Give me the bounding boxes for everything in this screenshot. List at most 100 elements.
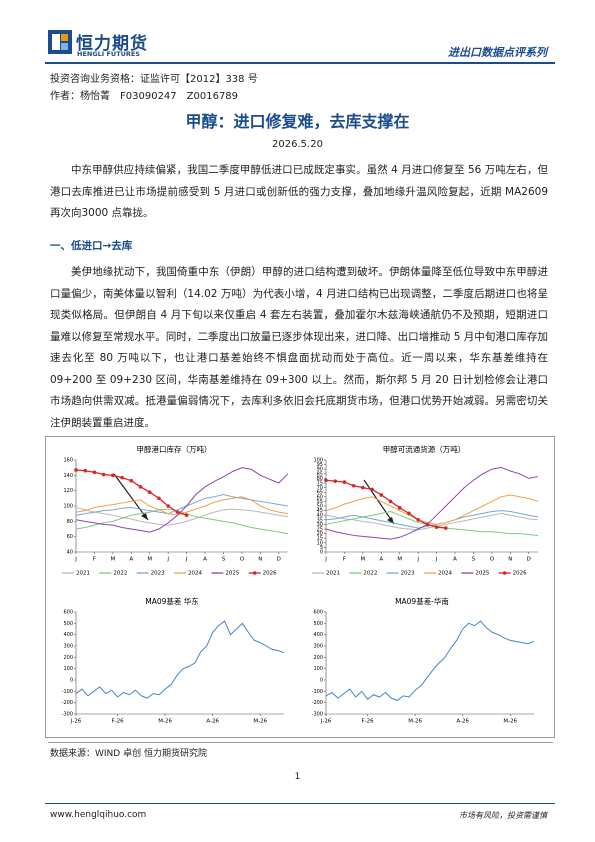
x-tick-label: M-26 — [408, 719, 422, 725]
series-marker — [407, 511, 411, 516]
series-marker — [120, 475, 124, 480]
y-tick-label: 30 — [317, 522, 323, 528]
chart-title: 甲醇港口库存（万吨） — [137, 444, 212, 454]
x-tick-label: S — [472, 557, 476, 563]
x-tick-label: A-26 — [206, 719, 219, 725]
chart: MA09基差 华东 -300 -200 -100 0 100 200 300 400 500 600… — [62, 596, 285, 725]
series-marker — [101, 472, 106, 477]
x-tick-label: M-26 — [253, 719, 267, 725]
doc-date: 2026.5.20 — [272, 139, 323, 150]
x-tick-label: A — [203, 557, 207, 563]
x-tick-label: J-26 — [320, 719, 332, 725]
series-marker — [129, 478, 134, 483]
y-tick-label: 500 — [313, 621, 323, 627]
y-tick-label: 45 — [317, 508, 323, 514]
legend-marker — [252, 571, 257, 575]
series-marker — [184, 513, 189, 517]
source-rule — [48, 742, 553, 743]
x-tick-label: J — [185, 557, 188, 563]
y-tick-label: 80 — [317, 476, 323, 482]
chart-title: MA09基差-华南 — [395, 596, 449, 606]
series-marker — [147, 490, 152, 494]
y-tick-label: 100 — [63, 666, 73, 672]
license: 投资咨询业务资格：证监许可【2012】338 号 — [50, 74, 258, 85]
chart-title: MA09基差 华东 — [145, 596, 199, 606]
y-tick-label: 300 — [63, 644, 73, 650]
y-tick-label: 0 — [70, 678, 73, 684]
y-tick-label: 600 — [313, 610, 323, 616]
y-tick-label: 0 — [320, 550, 323, 556]
y-tick-label: 400 — [313, 632, 323, 638]
series-marker — [333, 479, 338, 483]
legend-label: 2021 — [326, 571, 340, 577]
y-tick-label: 140 — [63, 473, 73, 479]
series-marker — [351, 483, 356, 488]
y-tick-label: 95 — [317, 462, 323, 468]
y-tick-label: 60 — [317, 494, 323, 500]
legend-label: 2022 — [363, 571, 377, 577]
legend-label: 2026 — [513, 571, 527, 577]
arrow-head — [387, 517, 394, 524]
y-tick-label: 5 — [320, 545, 323, 551]
series-marker — [397, 506, 402, 510]
y-tick-label: 15 — [317, 536, 323, 542]
y-tick-label: -100 — [62, 689, 73, 695]
y-tick-label: 0 — [320, 678, 323, 684]
x-tick-label: F — [343, 557, 346, 563]
x-tick-label: M — [110, 557, 115, 563]
arrow-head — [141, 513, 148, 520]
x-tick-label: F — [93, 557, 96, 563]
x-tick-label: M — [147, 557, 152, 563]
footer-rule — [45, 803, 555, 804]
paragraph: 中东甲醇供应持续偏紧，我国二季度甲醇低进口已成既定事实。虽然 4 月进口修复至 … — [50, 164, 548, 219]
x-tick-label: O — [490, 557, 495, 563]
section-heading: 一、低进口→去库 — [50, 240, 133, 252]
chart-title: 甲醇可流通货源（万吨） — [383, 444, 466, 454]
footer-url: www.henglqihuo.com — [50, 810, 147, 820]
legend-label: 2024 — [438, 571, 452, 577]
x-tick-label: A — [379, 557, 383, 563]
y-tick-label: 50 — [317, 504, 323, 510]
y-tick-label: 60 — [67, 534, 73, 540]
series-line — [325, 512, 539, 531]
series-marker — [370, 487, 374, 492]
y-tick-label: 20 — [317, 531, 323, 537]
y-tick-label: 55 — [317, 499, 323, 505]
logo-en: HENGLI FUTURES — [77, 50, 141, 58]
x-tick-label: D — [527, 557, 531, 563]
y-tick-label: 75 — [317, 481, 323, 487]
y-tick-label: 40 — [67, 550, 73, 556]
y-tick-label: -300 — [312, 712, 323, 718]
chart: 甲醇可流通货源（万吨）05101520253035404550556065707… — [312, 444, 539, 577]
chart: MA09基差-华南 -300 -200 -100 0 100 200 300 400 500 600… — [312, 596, 535, 725]
y-tick-label: -300 — [62, 712, 73, 718]
series-line — [75, 467, 289, 533]
footer-slogan: 市场有风险，投资需谨慎 — [459, 811, 547, 820]
legend-label: 2026 — [263, 571, 277, 577]
y-tick-label: 70 — [317, 485, 323, 491]
x-tick-label: A — [453, 557, 457, 563]
series-marker — [83, 468, 88, 473]
series-line — [75, 508, 289, 535]
x-tick-label: N — [508, 557, 512, 563]
series-name: 进出口数据点评系列 — [448, 46, 547, 59]
x-tick-label: F-26 — [362, 719, 375, 725]
legend-label: 2021 — [76, 571, 90, 577]
series-line — [75, 620, 285, 699]
y-tick-label: 85 — [317, 471, 323, 477]
logo-icon — [48, 30, 72, 54]
y-tick-label: 100 — [313, 666, 323, 672]
series-marker — [324, 478, 328, 483]
x-tick-label: M — [397, 557, 402, 563]
y-tick-label: 400 — [63, 632, 73, 638]
logo-cn: 恒力期货 — [76, 34, 148, 54]
series-line — [75, 493, 289, 516]
series-line — [325, 466, 539, 540]
y-tick-label: 100 — [63, 504, 73, 510]
y-tick-label: 100 — [313, 458, 323, 464]
x-tick-label: N — [258, 557, 262, 563]
series-marker — [388, 499, 393, 504]
y-tick-label: 200 — [63, 655, 73, 661]
doc-title: 甲醇：进口修复难，去库支撑在 — [185, 112, 410, 131]
y-tick-label: 35 — [317, 517, 323, 523]
